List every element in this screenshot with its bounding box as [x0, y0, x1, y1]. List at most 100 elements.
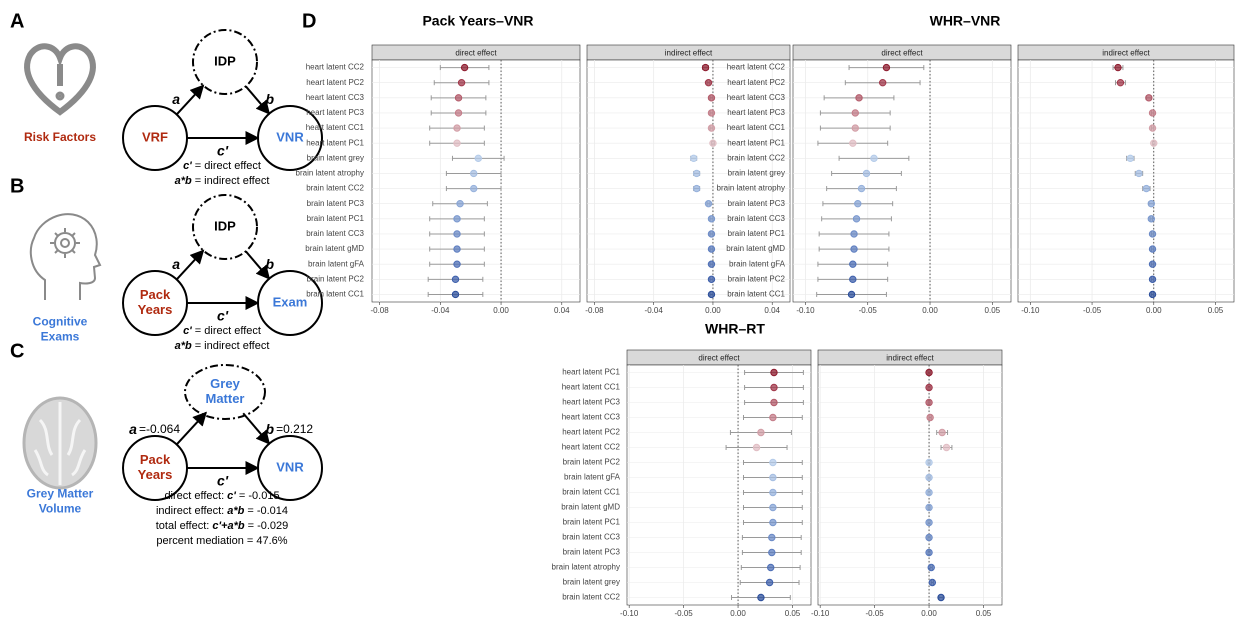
point: [1126, 154, 1135, 163]
category-label: brain latent CC1: [306, 290, 364, 299]
category-label: heart latent PC3: [727, 108, 785, 117]
x-tick-label: 0.05: [985, 306, 1001, 315]
point: [451, 290, 460, 299]
note-symbol: a*b: [175, 340, 192, 352]
category-label: brain latent CC3: [306, 229, 364, 238]
path-c-label: c': [217, 143, 229, 159]
x-tick-label: 0.05: [976, 609, 992, 618]
point: [701, 63, 710, 72]
point: [707, 245, 716, 253]
category-label: brain latent CC2: [562, 593, 620, 602]
category-label: brain latent CC2: [727, 153, 785, 162]
x-tick-label: 0.05: [785, 609, 801, 618]
point: [851, 109, 859, 117]
note: a*b = indirect effect: [175, 175, 270, 187]
point: [1148, 245, 1157, 253]
x-tick-label: -0.10: [811, 609, 830, 618]
path-a-label: a: [172, 256, 180, 272]
x-tick-label: -0.05: [859, 306, 878, 315]
note: total effect: c'+a*b = -0.029: [156, 520, 289, 532]
point: [707, 215, 716, 223]
note-text: = indirect effect: [195, 175, 270, 187]
path-a-label: a: [172, 91, 180, 107]
point: [770, 368, 778, 377]
mediator-node: [192, 29, 258, 95]
outcome-label: Exam: [273, 294, 308, 309]
note-symbol: a*b: [227, 505, 244, 517]
point: [757, 593, 765, 602]
x-tick-label: -0.04: [645, 306, 664, 315]
point: [704, 199, 713, 208]
note: c' = direct effect: [183, 325, 261, 337]
point: [453, 245, 461, 253]
x-tick-label: -0.08: [585, 306, 604, 315]
point: [850, 230, 858, 238]
x-tick-label: -0.04: [431, 306, 450, 315]
point: [768, 548, 776, 557]
category-label: brain latent CC2: [306, 184, 364, 193]
outcome-label: VNR: [276, 459, 304, 474]
mediator-node: [184, 364, 266, 420]
note-text: percent mediation = 47.6%: [156, 535, 287, 547]
path-b-label: b =0.212: [266, 421, 314, 437]
path-b: b: [266, 421, 275, 437]
note-text: = direct effect: [195, 160, 261, 172]
point: [707, 260, 716, 268]
mediator-label: Matter: [205, 391, 244, 406]
point: [849, 275, 857, 284]
x-tick-label: 0.04: [764, 306, 780, 315]
path-a: a: [172, 256, 180, 272]
mediator-label: IDP: [214, 53, 236, 68]
category-label: heart latent PC1: [306, 138, 364, 147]
point: [942, 443, 951, 452]
point: [1148, 260, 1157, 268]
point: [925, 548, 933, 557]
point: [854, 199, 862, 208]
point: [704, 78, 713, 87]
category-label: brain latent grey: [563, 578, 620, 587]
point: [925, 458, 933, 467]
point: [849, 260, 857, 268]
note: c' = direct effect: [183, 160, 261, 172]
arrow: [245, 250, 271, 280]
x-tick-label: -0.08: [370, 306, 389, 315]
note-symbol: c': [183, 160, 192, 172]
panel-letter: C: [10, 340, 24, 362]
point: [692, 184, 701, 193]
point: [767, 563, 775, 572]
point: [768, 533, 776, 542]
x-tick-label: -0.05: [1083, 306, 1102, 315]
point: [857, 184, 866, 193]
point: [925, 503, 933, 512]
x-tick-label: 0.04: [554, 306, 570, 315]
note-value: = -0.014: [247, 505, 288, 517]
point: [769, 473, 777, 482]
facet-panel: [1017, 59, 1235, 303]
category-label: brain latent PC3: [563, 548, 621, 557]
point: [1147, 199, 1156, 208]
facet-panel: [817, 364, 1003, 606]
point: [457, 78, 466, 87]
path-a: a: [172, 91, 180, 107]
point: [1147, 215, 1156, 223]
x-tick-label: 0.00: [730, 609, 746, 618]
point: [707, 275, 716, 284]
arrow: [175, 84, 205, 116]
x-tick-label: -0.05: [865, 609, 884, 618]
category-label: brain latent PC1: [728, 229, 786, 238]
point: [870, 154, 878, 163]
note-value: = -0.029: [248, 520, 289, 532]
category-label: brain latent grey: [728, 169, 785, 178]
facet-panel: [371, 59, 581, 303]
category-label: heart latent PC1: [727, 138, 785, 147]
exposure-label: Years: [138, 302, 173, 317]
path-a-value: =-0.064: [139, 422, 180, 436]
x-tick-label: 0.00: [922, 306, 938, 315]
exposure-label: Pack: [140, 452, 171, 467]
category-label: brain latent grey: [307, 153, 364, 162]
path-b-label: b: [266, 91, 275, 107]
facet-label: indirect effect: [886, 354, 934, 363]
category-label: brain latent CC1: [727, 290, 785, 299]
category-label: heart latent CC1: [306, 123, 365, 132]
